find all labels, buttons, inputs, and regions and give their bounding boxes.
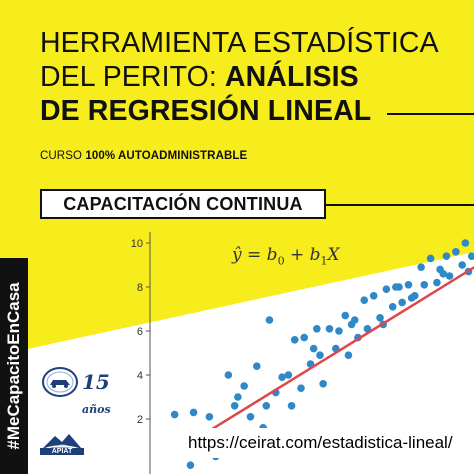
data-point — [452, 248, 460, 256]
data-point — [388, 303, 397, 311]
regression-formula: ŷ = b0 + b1X — [232, 245, 340, 267]
data-point — [313, 325, 321, 333]
badge-rule-line — [326, 204, 474, 206]
car-seal-icon — [42, 367, 78, 397]
formula-equals: = — [241, 245, 267, 265]
formula-b1: b — [309, 245, 321, 265]
apiat-logo: APIAT — [40, 430, 84, 456]
data-point — [360, 296, 369, 305]
hashtag-banner: #MeCapacitoEnCasa — [0, 258, 28, 474]
data-point — [417, 263, 425, 272]
data-point — [461, 239, 470, 247]
data-point — [240, 382, 248, 390]
title-line-2-bold: ANÁLISIS — [224, 61, 359, 93]
data-point — [246, 413, 255, 421]
y-tick-label: 4 — [137, 370, 143, 382]
data-point — [278, 373, 286, 382]
y-tick-label: 10 — [131, 238, 143, 250]
data-point — [395, 283, 403, 291]
training-badge-label: CAPACITACIÓN CONTINUA — [63, 193, 303, 214]
data-point — [319, 380, 327, 388]
course-url-text[interactable]: https://ceirat.com/estadistica-lineal/ — [188, 433, 453, 452]
formula-b0: b — [266, 245, 278, 265]
data-point — [287, 402, 296, 410]
data-point — [290, 336, 299, 344]
title-line-2-regular: DEL PERITO: — [40, 61, 225, 93]
data-point — [297, 384, 305, 393]
data-point — [382, 285, 391, 294]
hashtag-text: #MeCapacitoEnCasa — [4, 282, 23, 450]
title-line-3: DE REGRESIÓN LINEAL — [40, 95, 372, 127]
title-line-1: HERRAMIENTA ESTADÍSTICA — [40, 27, 439, 59]
data-point — [335, 327, 343, 335]
course-url-link[interactable]: https://ceirat.com/estadistica-lineal/ — [182, 428, 474, 458]
course-prefix: CURSO — [40, 150, 86, 162]
data-point — [325, 325, 334, 333]
data-point — [420, 281, 429, 289]
y-tick-label: 2 — [137, 414, 143, 426]
apiat-label: APIAT — [40, 448, 84, 455]
data-point — [376, 314, 384, 322]
formula-b0-sub: 0 — [277, 254, 285, 268]
data-point — [344, 351, 353, 360]
data-point — [230, 402, 239, 410]
data-point — [458, 261, 467, 269]
data-point — [426, 254, 435, 263]
mountain-logo-icon — [42, 434, 82, 450]
y-tick-label: 8 — [137, 282, 143, 294]
data-point — [262, 402, 271, 410]
anniversary-number: 15 — [82, 370, 110, 394]
data-point — [445, 272, 454, 280]
regression-fit-line — [199, 265, 474, 438]
data-point — [170, 410, 179, 419]
data-point — [205, 413, 214, 421]
anniversary-years: 15 años — [82, 370, 140, 418]
course-subtitle: CURSO 100% AUTOADMINISTRABLE — [40, 150, 247, 162]
data-point — [369, 292, 378, 300]
formula-yhat: ŷ — [232, 245, 242, 265]
data-point — [284, 371, 293, 379]
data-point — [189, 408, 198, 417]
data-point — [265, 316, 274, 324]
data-point — [439, 270, 448, 278]
anniversary-word: años — [82, 403, 111, 416]
training-badge: CAPACITACIÓN CONTINUA — [40, 189, 326, 219]
data-point — [224, 371, 233, 379]
yellow-banner — [0, 0, 474, 355]
data-point — [433, 278, 441, 287]
course-bold: 100% AUTOADMINISTRABLE — [85, 150, 248, 162]
data-point — [252, 362, 261, 371]
data-point — [442, 252, 451, 260]
data-point — [309, 344, 318, 353]
data-point — [316, 351, 324, 360]
anniversary-logo: 15 años — [40, 366, 140, 416]
data-point — [234, 393, 242, 401]
formula-x: X — [327, 245, 340, 265]
data-point — [186, 461, 195, 470]
data-point — [398, 298, 406, 307]
page-title: HERRAMIENTA ESTADÍSTICA DEL PERITO: ANÁL… — [40, 26, 460, 128]
y-tick-label: 6 — [137, 326, 143, 338]
formula-b1-sub: 1 — [320, 254, 328, 268]
formula-plus: + — [284, 245, 310, 265]
data-point — [467, 252, 474, 260]
data-point — [341, 311, 350, 320]
data-point — [404, 281, 413, 289]
title-rule-line — [387, 113, 474, 115]
data-point — [300, 333, 309, 342]
data-point — [411, 292, 419, 300]
data-point — [347, 320, 356, 329]
